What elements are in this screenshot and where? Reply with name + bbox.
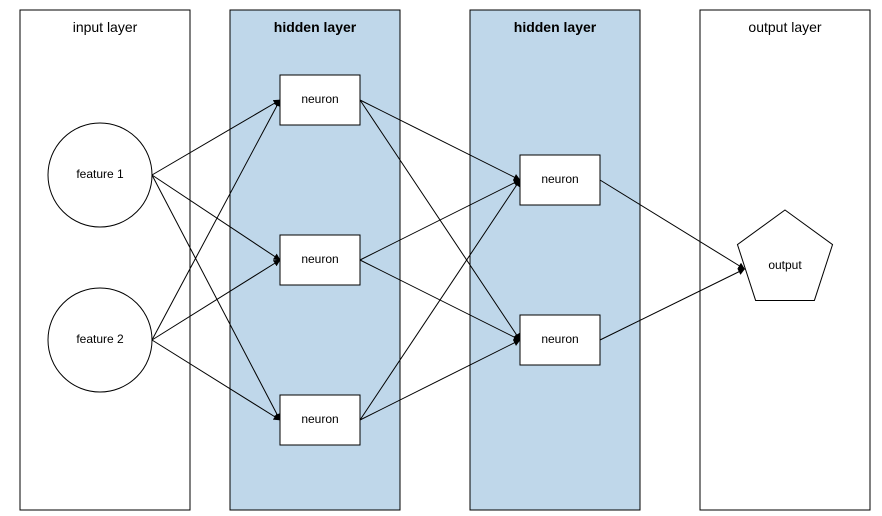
node-label: output (768, 258, 802, 272)
node-label: feature 1 (76, 167, 124, 181)
node-h2b: neuron (520, 315, 600, 365)
panel-title: input layer (73, 19, 138, 35)
node-f2: feature 2 (48, 288, 152, 392)
node-label: neuron (541, 172, 578, 186)
panel-input: input layer (20, 10, 190, 510)
node-label: neuron (541, 332, 578, 346)
node-h1c: neuron (280, 395, 360, 445)
node-h2a: neuron (520, 155, 600, 205)
panel-title: hidden layer (274, 19, 357, 35)
panel-hidden2: hidden layer (470, 10, 640, 510)
node-h1a: neuron (280, 75, 360, 125)
node-f1: feature 1 (48, 123, 152, 227)
node-h1b: neuron (280, 235, 360, 285)
neural-network-diagram: input layer hidden layer hidden layer outpu… (0, 0, 882, 516)
node-label: neuron (301, 412, 338, 426)
node-label: feature 2 (76, 332, 124, 346)
node-label: neuron (301, 252, 338, 266)
panel-title: hidden layer (514, 19, 597, 35)
panel-title: output layer (748, 19, 821, 35)
node-label: neuron (301, 92, 338, 106)
